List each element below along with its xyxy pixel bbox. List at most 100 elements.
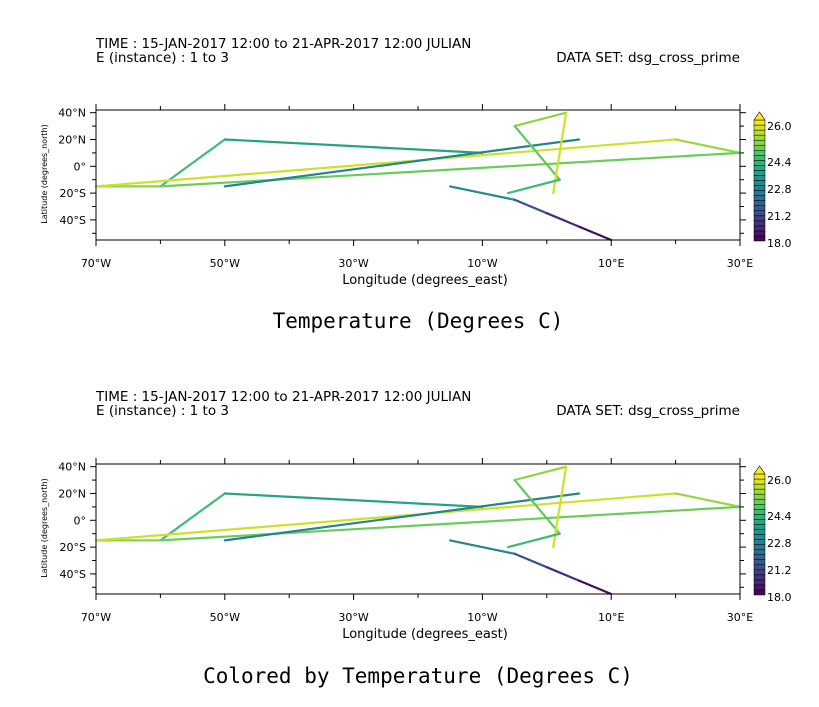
colorbar-swatch [753, 493, 766, 500]
colorbar-swatch [753, 579, 766, 586]
track-segment [507, 532, 561, 549]
colorbar-swatch [753, 534, 766, 540]
colorbar-swatch [753, 235, 766, 242]
colorbar-swatch [753, 544, 766, 550]
track-segment [223, 492, 581, 542]
x-axis-label: Longitude (degrees_east) [342, 627, 508, 642]
colorbar-label: 26.0 [767, 120, 792, 133]
colorbar-swatch [753, 180, 766, 186]
colorbar-label: 24.4 [767, 156, 792, 169]
track-segment [513, 478, 561, 535]
colorbar-swatch [753, 119, 766, 126]
colorbar-label: 18.0 [767, 237, 792, 250]
x-tick-label: 30°E [727, 611, 753, 624]
y-tick-label: 20°N [58, 133, 86, 146]
colorbar-swatch [753, 195, 766, 201]
colorbar-swatch [753, 539, 766, 545]
track-segment [674, 138, 742, 154]
colorbar-swatch [753, 225, 766, 232]
colorbar-label: 24.4 [767, 510, 792, 523]
colorbar-swatch [753, 230, 766, 237]
y-tick-label: 40°S [60, 214, 86, 227]
series-group [94, 465, 742, 596]
x-tick-label: 10°E [598, 611, 624, 624]
chart-title: Temperature (Degrees C) [273, 309, 564, 333]
colorbar-swatch [753, 200, 766, 206]
track-segment [545, 566, 581, 582]
colorbar-swatch [753, 483, 766, 490]
x-tick-label: 30°E [727, 257, 753, 270]
colorbar-swatch [753, 165, 766, 171]
colorbar-swatch [753, 589, 766, 596]
y-tick-label: 20°S [60, 187, 86, 200]
y-axis-label: Latitude (degrees_north) [40, 124, 49, 223]
x-tick-label: 70°W [81, 611, 111, 624]
track-segment [513, 111, 568, 128]
colorbar-swatch [753, 554, 766, 560]
colorbar-swatch [753, 124, 766, 131]
x-tick-label: 70°W [81, 257, 111, 270]
y-tick-label: 40°N [58, 461, 86, 474]
colorbar-swatch [753, 574, 766, 581]
dataset-label: DATA SET: dsg_cross_prime [556, 50, 740, 66]
track-segment [94, 492, 677, 542]
colorbar-swatch [753, 155, 766, 161]
track-segment [674, 492, 742, 508]
axis-ticks [90, 458, 746, 600]
track-segment [513, 124, 561, 181]
colorbar-swatch [753, 129, 766, 136]
x-tick-label: 30°W [338, 611, 368, 624]
x-tick-labels: 70°W 50°W 30°W 10°W 10°E 30°E [81, 257, 753, 270]
colorbar-swatch [753, 220, 766, 227]
x-tick-label: 30°W [338, 257, 368, 270]
colorbar-swatch [753, 205, 766, 211]
colorbar-swatch [753, 170, 766, 176]
x-axis-label: Longitude (degrees_east) [342, 273, 508, 288]
colorbar-label: 22.8 [767, 537, 792, 550]
dataset-label: DATA SET: dsg_cross_prime [556, 403, 740, 419]
colorbar-swatch [753, 584, 766, 591]
x-tick-label: 10°W [467, 257, 497, 270]
track-segment [577, 225, 613, 242]
colorbar-swatch [753, 144, 766, 151]
colorbar-swatch [753, 139, 766, 146]
colorbar-swatch [753, 488, 766, 495]
plot-frame [95, 463, 741, 595]
track-segment [449, 539, 516, 555]
track-segment [223, 138, 581, 188]
track-segment [545, 212, 581, 228]
colorbar-label: 22.8 [767, 183, 792, 196]
x-tick-label: 50°W [210, 257, 240, 270]
colorbar-swatch [753, 509, 766, 515]
colorbar-swatch [753, 514, 766, 520]
plot-panel-2: TIME : 15-JAN-2017 12:00 to 21-APR-2017 … [40, 389, 792, 688]
colorbar-swatch [753, 524, 766, 530]
colorbar [753, 465, 766, 596]
colorbar-swatch [753, 473, 766, 480]
colorbar-label: 21.2 [767, 564, 792, 577]
colorbar-swatch [753, 549, 766, 555]
track-segment [159, 505, 742, 542]
colorbar-swatch [753, 215, 766, 222]
series-group [94, 111, 742, 242]
y-tick-label: 0° [74, 160, 87, 173]
colorbar-swatch [753, 478, 766, 485]
track-segment [513, 198, 548, 215]
colorbar-overflow-arrow [753, 465, 766, 475]
y-tick-label: 40°N [58, 107, 86, 120]
y-tick-label: 0° [74, 514, 87, 527]
track-segment [223, 138, 484, 154]
colorbar [753, 111, 766, 242]
track-segment [159, 151, 742, 188]
colorbar-swatch [753, 519, 766, 525]
colorbar-swatch [753, 569, 766, 576]
x-tick-labels: 70°W 50°W 30°W 10°W 10°E 30°E [81, 611, 753, 624]
y-axis-label: Latitude (degrees_north) [40, 478, 49, 577]
y-tick-label: 20°S [60, 541, 86, 554]
track-segment [577, 579, 613, 596]
x-tick-label: 10°E [598, 257, 624, 270]
axis-ticks [90, 104, 746, 246]
track-segment [159, 492, 226, 542]
track-segment [507, 178, 561, 195]
